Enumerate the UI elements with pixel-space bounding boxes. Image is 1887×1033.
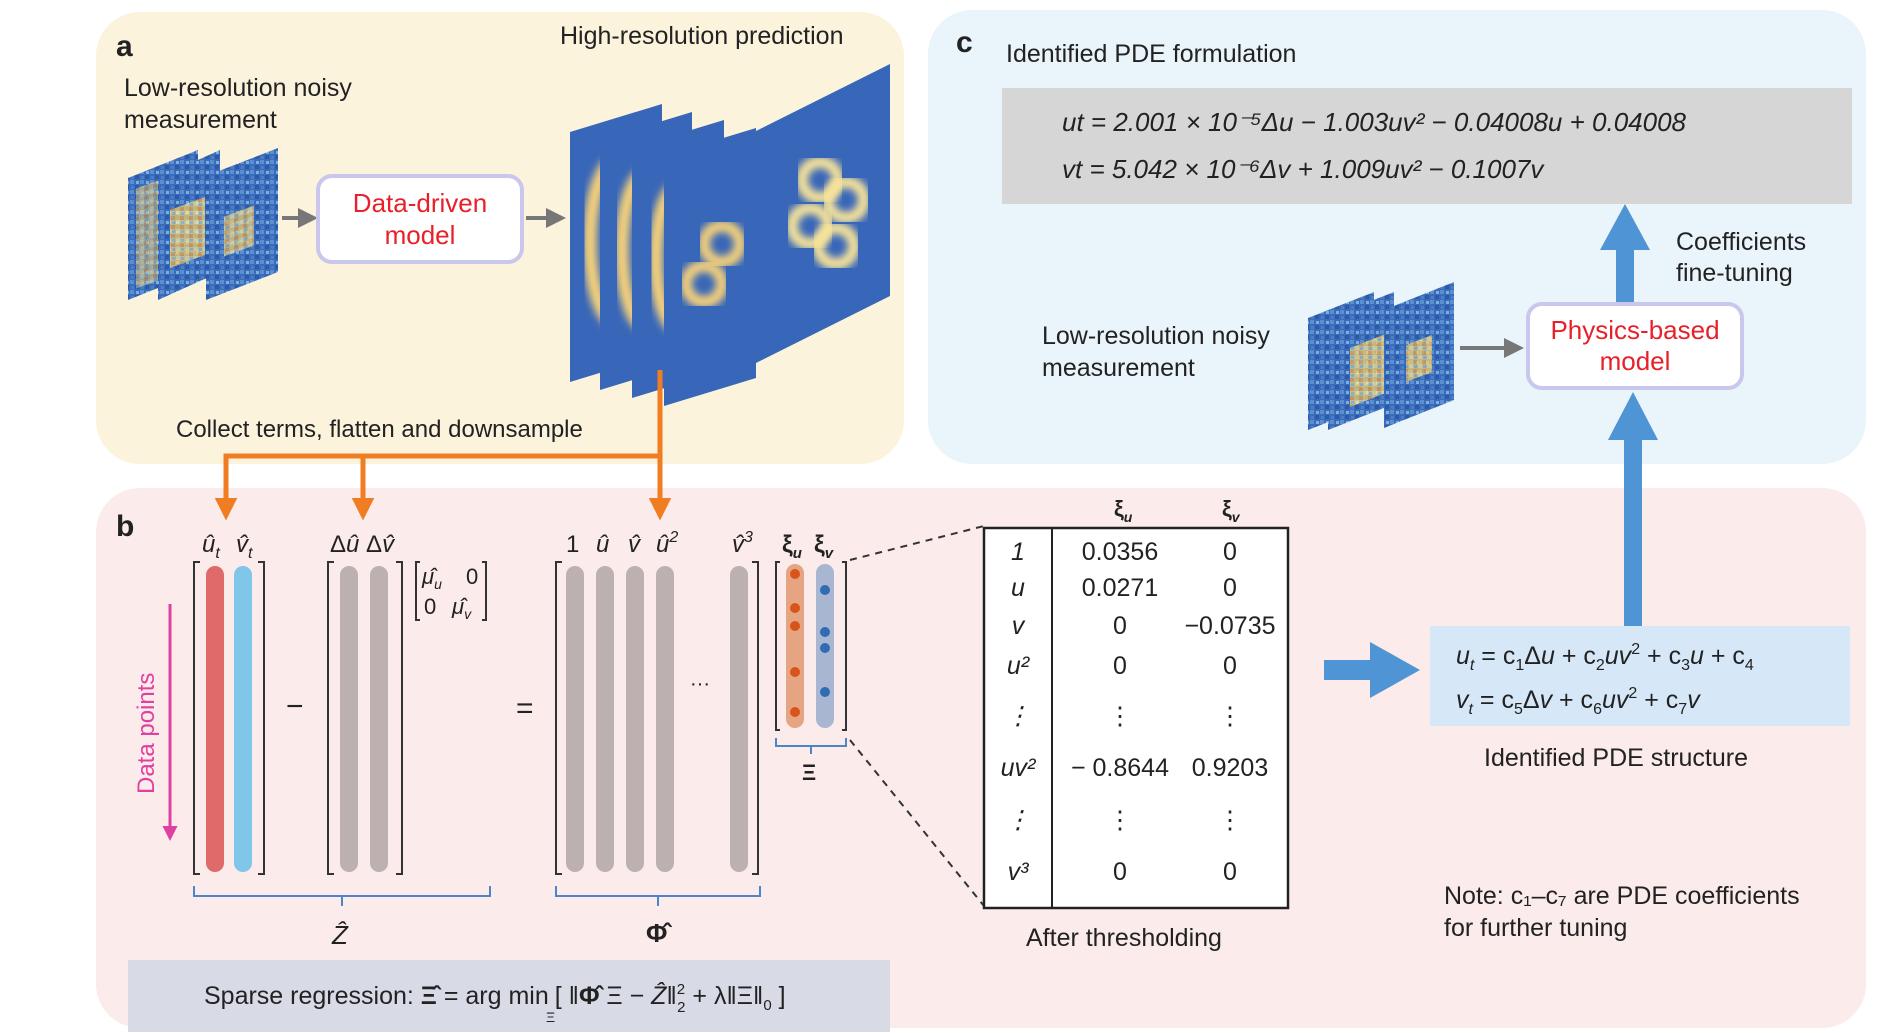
svg-text:v̂: v̂ [628,531,642,558]
sparse-regression-box [128,960,890,1032]
table-cell-v-7: 0 [1223,858,1237,886]
zoom-line-bottom [849,739,985,907]
pde-structure-u: ut = c1Δu + c2uv2 + c3u + c4 [1456,641,1754,674]
argmin-subscript: Ξ [546,1009,555,1025]
sparse-regression-formula: Sparse regression: Ξ̂ = arg min[ ‖Φ̂ Ξ −… [204,981,786,1016]
note-line2: for further tuning [1444,914,1627,942]
lowres-label-a-line1: Low-resolution noisy [124,74,352,102]
arrow-to-physics-model-shaft [1624,486,1642,626]
pde-structure-box [1430,626,1850,726]
lowres-label-a-line2: measurement [124,106,277,134]
data-driven-model-box [316,174,524,264]
table-cell-u-5: − 0.8644 [1071,754,1169,782]
table-cell-u-3: 0 [1113,652,1127,680]
table-cell-term-6: ⋮ [1006,806,1031,834]
table-cell-u-7: 0 [1113,858,1127,886]
phi-matrix: 1 û v̂ û2 v̂3 ··· Φ̂ [555,529,761,948]
panel-b-label: b [116,510,134,543]
table-cell-u-2: 0 [1113,612,1127,640]
pde-structure-v: vt = c5Δv + c6uv2 + c7v [1456,685,1701,718]
table-cell-v-5: 0.9203 [1192,754,1268,782]
table-cell-v-3: 0 [1223,652,1237,680]
lowres-image-stack-c [1308,282,1454,430]
physics-model-line2: model [1600,346,1671,376]
data-driven-model-line1: Data-driven [353,188,487,218]
collect-arrows [214,370,672,521]
z-label: Ẑ [331,920,349,950]
z-matrix: ût v̂t − Δû Δv̂ μ̂u 0 0 μ̂v Ẑ [193,531,491,950]
pde-formulation-box [1002,88,1852,204]
svg-text:Δû Δv̂: Δû Δv̂ [330,531,396,558]
lowres-label-c-line2: measurement [1042,354,1195,382]
panel-c-label: c [956,26,973,59]
panel-b-background [96,488,1866,1028]
svg-text:0: 0 [466,564,478,589]
svg-text:1: 1 [566,531,579,558]
high-res-title: High-resolution prediction [560,22,843,50]
equals-sign: = [516,692,534,725]
table-cell-term-4: ⋮ [1006,702,1031,730]
note-line1: Note: c₁–c₇ are PDE coefficients [1444,882,1800,910]
table-cell-term-7: v³ [1008,858,1030,886]
pde-equation-v: vt = 5.042 × 10⁻⁶Δv + 1.009uv² − 0.1007v [1062,154,1545,184]
table-cell-term-1: u [1011,574,1025,602]
data-driven-model-line2: model [385,220,456,250]
pde-formulation-title: Identified PDE formulation [1006,40,1296,68]
pde-structure-caption: Identified PDE structure [1484,744,1748,772]
table-cell-u-4: ⋮ [1108,702,1133,730]
physics-model-line1: Physics-based [1550,315,1719,345]
table-cell-term-5: uv² [1001,754,1037,782]
after-thresholding-label: After thresholding [1026,924,1222,952]
tuning-label-line2: fine-tuning [1676,259,1793,287]
svg-text:0: 0 [424,594,436,619]
xi-label: Ξ [802,760,816,785]
zoom-line-top [849,525,985,561]
physics-based-model-box [1526,302,1744,390]
xi-vector: ξu ξv Ξ [775,531,847,785]
phi-ellipsis: ··· [690,673,710,695]
table-cell-term-2: v [1012,612,1026,640]
panel-a-label: a [116,30,133,63]
table-cell-v-0: 0 [1223,538,1237,566]
table-cell-v-6: ⋮ [1218,806,1243,834]
table-cell-v-2: −0.0735 [1184,612,1275,640]
table-cell-v-4: ⋮ [1218,702,1243,730]
table-cell-v-1: 0 [1223,574,1237,602]
tuning-label-line1: Coefficients [1676,228,1806,256]
table-cell-term-0: 1 [1011,538,1025,566]
data-points-label: Data points [133,673,160,794]
table-cell-term-3: u² [1007,652,1031,680]
minus-sign: − [286,690,304,723]
pde-equation-u: ut = 2.001 × 10⁻⁵Δu − 1.003uv² − 0.04008… [1062,107,1687,137]
lowres-image-stack-a [128,148,278,300]
hires-image-stack [570,64,890,406]
table-cell-u-0: 0.0356 [1082,538,1158,566]
table-cell-u-1: 0.0271 [1082,574,1158,602]
lowres-label-c-line1: Low-resolution noisy [1042,322,1270,350]
table-cell-u-6: ⋮ [1108,806,1133,834]
collect-label: Collect terms, flatten and downsample [176,416,583,443]
svg-text:û: û [596,531,609,558]
arrow-to-structure [1324,642,1420,698]
